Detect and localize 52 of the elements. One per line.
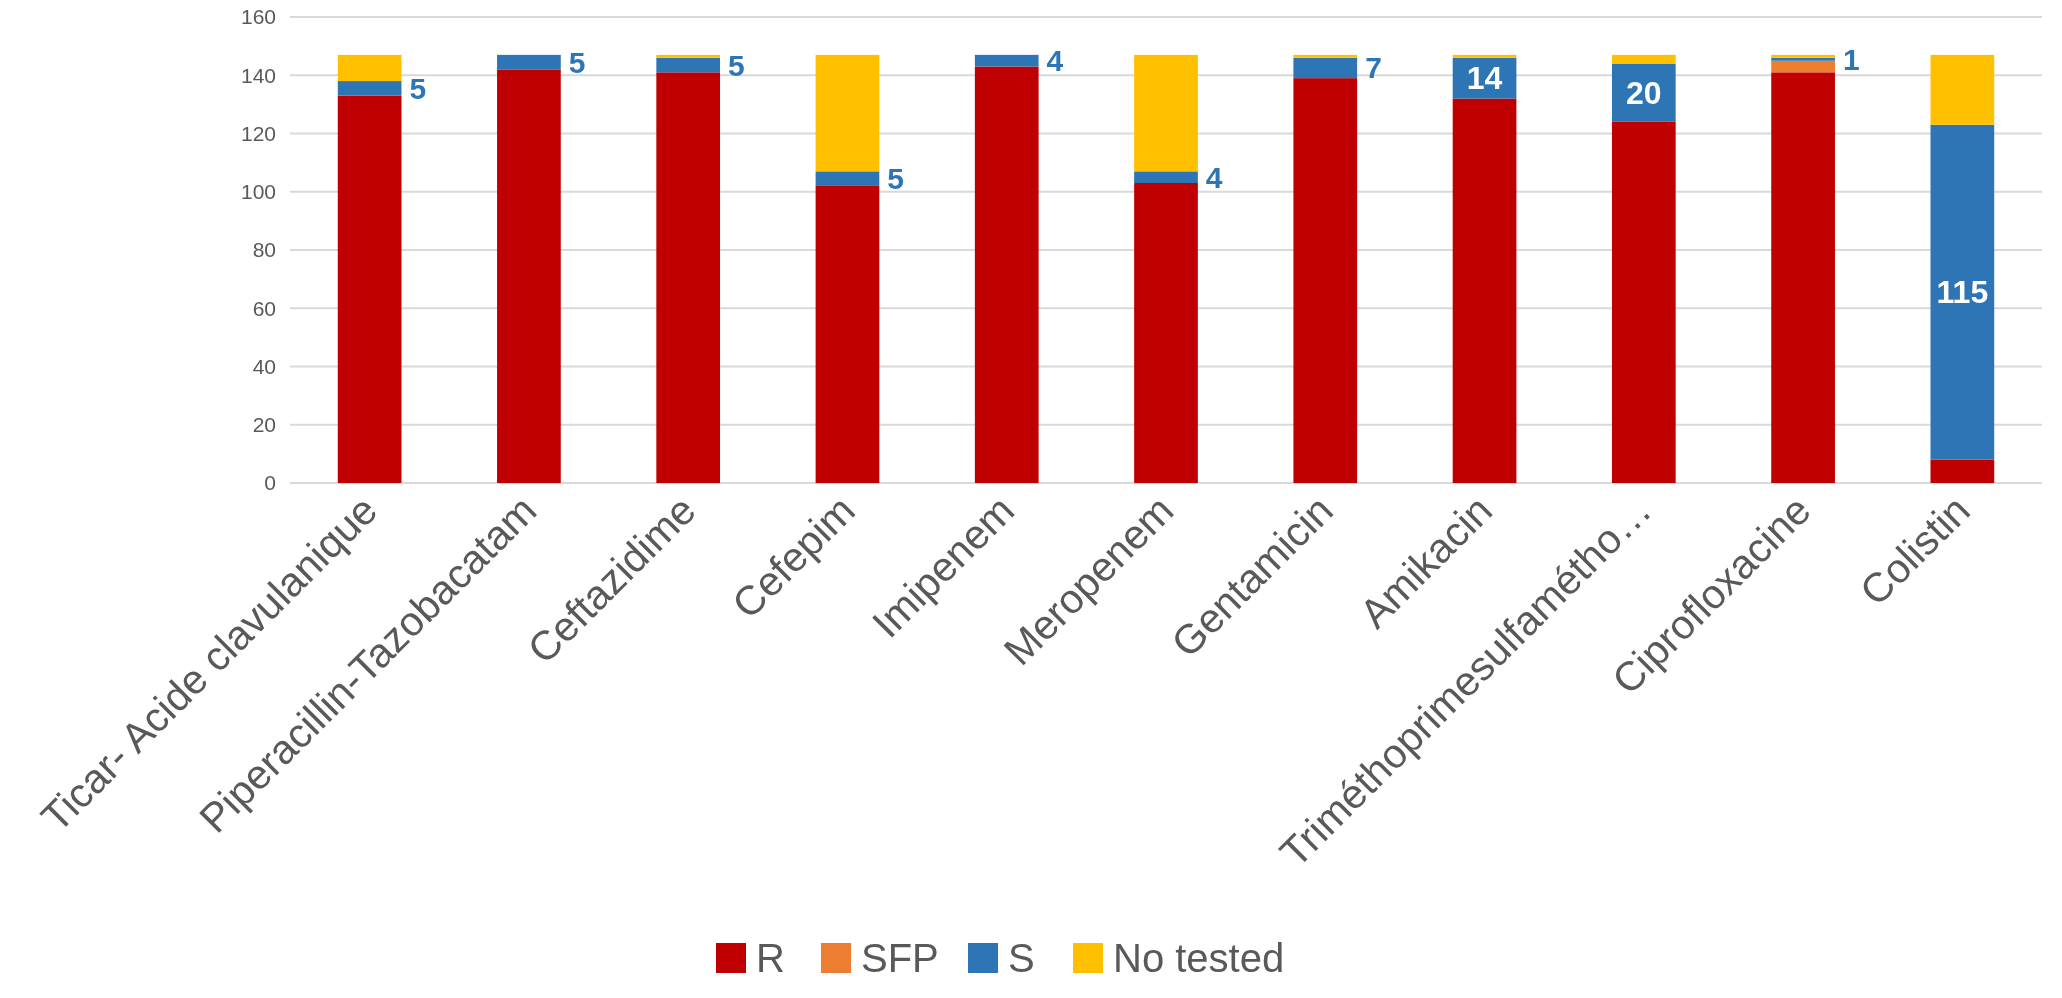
bar xyxy=(815,185,880,483)
bar xyxy=(656,72,721,483)
bar xyxy=(1293,78,1358,483)
bar xyxy=(1611,121,1676,483)
bar xyxy=(497,69,561,483)
y-tick-label: 0 xyxy=(264,471,276,495)
data-label: 14 xyxy=(1466,60,1503,97)
bar xyxy=(1930,459,1995,483)
bar xyxy=(1771,72,1835,483)
y-tick-label: 80 xyxy=(252,238,276,262)
bar xyxy=(1293,57,1358,79)
bar xyxy=(1452,54,1517,58)
bar xyxy=(656,54,721,58)
y-tick-label: 120 xyxy=(240,121,276,145)
bar xyxy=(1611,54,1676,64)
bar xyxy=(974,54,1039,67)
bar xyxy=(337,54,402,82)
y-tick-label: 160 xyxy=(240,5,276,29)
data-label: 5 xyxy=(409,71,427,105)
bar xyxy=(1134,183,1198,483)
bar xyxy=(1930,54,1995,125)
bar xyxy=(1452,98,1517,483)
bar xyxy=(815,171,880,186)
data-label: 7 xyxy=(1365,51,1382,85)
data-label: 5 xyxy=(887,162,904,196)
data-label: 5 xyxy=(568,45,586,79)
data-label: 4 xyxy=(1046,44,1064,78)
bar xyxy=(974,66,1039,483)
y-tick-label: 100 xyxy=(240,180,276,204)
bar xyxy=(1930,124,1995,460)
legend-label: No tested xyxy=(1113,936,1285,980)
bar xyxy=(337,81,402,96)
legend-label: R xyxy=(756,936,785,980)
bar xyxy=(1293,54,1358,58)
data-label: 115 xyxy=(1936,274,1989,311)
y-tick-label: 40 xyxy=(252,354,276,378)
data-label: 5 xyxy=(728,48,745,82)
data-label: 1 xyxy=(1842,42,1860,76)
bar xyxy=(815,54,880,172)
bar xyxy=(337,95,402,483)
y-tick-label: 140 xyxy=(240,63,276,87)
bar xyxy=(497,54,561,70)
bar xyxy=(1771,60,1835,73)
legend-label: S xyxy=(1008,936,1035,980)
bar xyxy=(656,57,721,73)
data-label: 4 xyxy=(1205,160,1223,194)
bar xyxy=(1134,171,1198,184)
data-label: 20 xyxy=(1626,74,1662,111)
legend-label: SFP xyxy=(861,936,939,980)
y-tick-label: 20 xyxy=(252,413,276,437)
y-tick-label: 60 xyxy=(252,296,276,320)
bar xyxy=(1134,54,1198,172)
